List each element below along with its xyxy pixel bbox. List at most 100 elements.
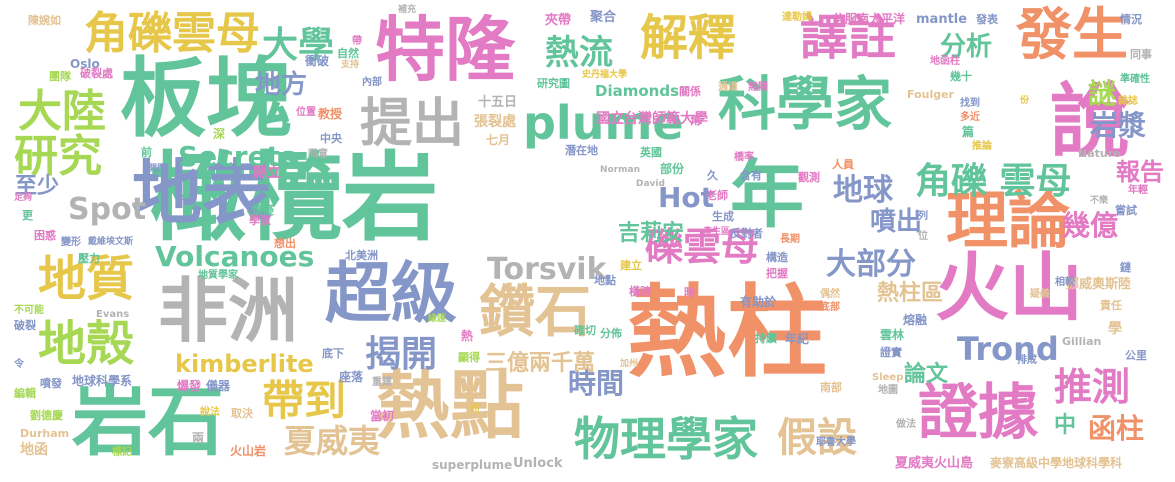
word-secrets: Secrets [178, 140, 297, 173]
word-bring: 帶到 [262, 376, 347, 425]
word-trond: Trond [957, 330, 1059, 368]
word-riddle: 謎 [1088, 77, 1117, 110]
word-torsvik-zh: 特隆 [375, 9, 515, 91]
word-deep: 深 [213, 127, 226, 141]
word-situation: 情況 [1120, 13, 1142, 26]
word-impossible: 不可能 [14, 305, 44, 316]
word-paper: 論文 [904, 362, 949, 387]
word-erupt: 噴出 [870, 207, 923, 237]
word-july: 七月 [486, 133, 511, 147]
word-durham-zh: 達勒姆 [782, 12, 812, 23]
word-confirm: 證實 [880, 346, 902, 359]
word-entrain: 夾帶 [545, 13, 572, 28]
word-super: 超級 [325, 255, 457, 332]
word-durham: Durham [20, 427, 70, 440]
word-county: 縣立 [253, 165, 281, 181]
word-spot-en: Spot [68, 192, 147, 227]
word-distribution: 分佈 [600, 327, 622, 340]
word-stanford: 史丹福大學 [582, 70, 628, 80]
word-part: 部份 [660, 162, 685, 176]
word-enough: 足夠 [14, 193, 33, 203]
word-analysis: 分析 [940, 32, 993, 62]
word-infer: 推論 [972, 141, 992, 152]
word-practice: 做法 [896, 419, 916, 430]
word-by-chance: 偶然 [820, 289, 840, 300]
word-physicist: 物理學家 [574, 412, 758, 466]
word-before: 前 [141, 146, 152, 159]
word-hawaii-island: 夏威夷火山島 [895, 456, 974, 471]
word-relationship: 關係 [679, 85, 701, 98]
word-contain: 含有 [740, 169, 762, 182]
word-span: 橫跨 [629, 285, 651, 298]
word-africa: 非洲 [158, 270, 298, 352]
word-middle: 中 [1054, 413, 1077, 438]
word-more: 更 [22, 209, 33, 222]
word-uk: 英國 [640, 146, 662, 159]
word-how-near: 多近 [960, 112, 980, 123]
word-find: 找到 [960, 98, 980, 109]
word-south-pacific: 信服南太平洋 [833, 12, 906, 26]
word-evidence: 證據 [918, 378, 1038, 448]
word-young: 年輕 [1128, 185, 1148, 196]
word-exact: 確切 [574, 324, 596, 337]
word-appear: 顯得 [458, 351, 480, 364]
word-open-door: 開門 [148, 164, 167, 174]
word-ntnu: 國立台灣師範大學 [596, 111, 708, 127]
word-channel: 通道 [718, 82, 738, 93]
word-converge: 聚合 [590, 10, 617, 25]
word-geo-dept: 地球科學系 [72, 374, 133, 388]
word-reveal: 揭開 [365, 334, 438, 375]
word-short: 短 [470, 404, 480, 415]
word-happen: 發生 [1016, 3, 1128, 68]
word-irrelevant: 無關 [748, 82, 768, 93]
word-north-america: 北美洲 [345, 249, 378, 262]
word-hotspot: 熱點 [376, 363, 524, 449]
word-long-term: 長期 [780, 234, 800, 245]
word-pressure: 壓力 [78, 252, 100, 265]
word-diamond: 鑽石 [479, 280, 591, 345]
word-research: 研究 [14, 131, 102, 182]
word-south: 南部 [820, 381, 842, 394]
word-supplement: 補充 [398, 5, 417, 15]
word-editor: 編輯 [14, 387, 36, 400]
word-seated: 座落 [339, 370, 364, 384]
word-oslo-norway: 挪威奧斯陸 [1066, 277, 1132, 292]
word-sleep: Sleep [872, 372, 904, 383]
word-foulger: Foulger [907, 88, 954, 101]
word-kimberlite-zh: 角礫雲母 [84, 8, 260, 59]
word-try: 嘗試 [1115, 204, 1137, 217]
word-fracture: 破裂 [14, 319, 36, 332]
word-puzzle: 困惑 [34, 229, 56, 242]
word-scientist: 科學家 [718, 70, 893, 138]
word-nature-zh: 自然 [337, 47, 359, 60]
word-explain: 解釋 [640, 10, 737, 66]
word-superplume: superplume [432, 458, 513, 472]
word-potential: 潛在地 [565, 144, 598, 157]
word-mailiao: 麥寮高級中學地球科學科 [990, 456, 1123, 470]
word-320-million: 三億兩千萬 [485, 351, 596, 376]
word-learn: 學 [1108, 321, 1122, 337]
word-kimberlite-en: kimberlite [175, 350, 314, 378]
word-liu-deqing: 劉德慶 [30, 409, 63, 422]
word-magma: 岩漿 [1090, 109, 1147, 142]
word-surface: 地表 [132, 152, 272, 234]
word-heat-flow: 熱流 [545, 33, 613, 73]
word-theory: 理論 [946, 184, 1071, 257]
word-interior: 內部 [362, 77, 382, 88]
word-crust: 地殼 [38, 316, 135, 372]
word-david-evans: 戴維埃文斯 [88, 237, 134, 247]
word-location: 地點 [594, 274, 616, 287]
word-rebuild: 重建 [372, 377, 392, 388]
word-bottom: 底部 [820, 302, 840, 313]
word-volcano: 火山 [935, 245, 1083, 331]
word-age: 年紀 [785, 332, 810, 346]
word-column: 列 [918, 211, 928, 222]
word-hypothesis: 假設 [777, 415, 857, 461]
word-eruption: 噴發 [40, 377, 62, 390]
word-hot-en: Hot [658, 181, 715, 214]
word-article: 篇 [962, 125, 975, 139]
word-central: 中央 [320, 132, 342, 145]
word-california: 加州 [620, 359, 639, 369]
word-responsibility: 責任 [1100, 299, 1122, 312]
